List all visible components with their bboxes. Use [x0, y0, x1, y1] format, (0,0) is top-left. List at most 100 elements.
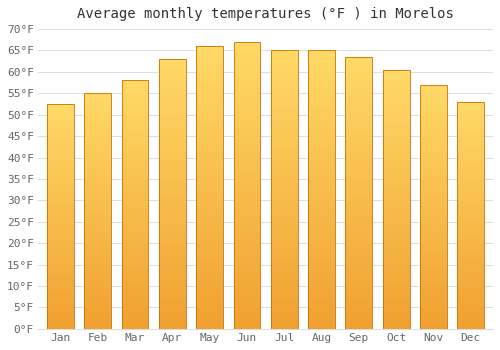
Bar	[458, 195, 484, 196]
Bar	[234, 267, 260, 268]
Bar	[420, 237, 447, 239]
Bar	[308, 311, 335, 312]
Bar	[346, 148, 372, 149]
Bar	[196, 299, 223, 301]
Bar	[271, 252, 297, 254]
Bar	[234, 89, 260, 91]
Bar	[420, 226, 447, 228]
Bar	[420, 222, 447, 223]
Bar	[234, 319, 260, 320]
Bar	[420, 191, 447, 192]
Bar	[84, 296, 111, 297]
Bar	[234, 300, 260, 302]
Bar	[234, 85, 260, 86]
Bar	[458, 118, 484, 119]
Bar	[234, 63, 260, 65]
Bar	[47, 259, 74, 260]
Bar	[382, 156, 409, 158]
Bar	[382, 160, 409, 162]
Bar	[346, 248, 372, 250]
Bar	[458, 119, 484, 120]
Bar	[234, 96, 260, 98]
Bar	[196, 80, 223, 82]
Bar	[196, 63, 223, 64]
Bar	[47, 299, 74, 300]
Bar	[346, 140, 372, 141]
Bar	[271, 91, 297, 92]
Bar	[234, 101, 260, 102]
Bar	[196, 52, 223, 53]
Bar	[308, 272, 335, 273]
Bar	[458, 122, 484, 124]
Bar	[47, 169, 74, 170]
Bar	[382, 284, 409, 285]
Bar	[196, 216, 223, 217]
Bar	[122, 258, 148, 259]
Bar	[382, 234, 409, 236]
Bar	[308, 127, 335, 128]
Bar	[271, 202, 297, 204]
Bar	[382, 302, 409, 303]
Bar	[458, 313, 484, 314]
Bar	[382, 193, 409, 194]
Bar	[420, 270, 447, 272]
Bar	[420, 290, 447, 291]
Bar	[308, 190, 335, 191]
Bar	[234, 240, 260, 242]
Bar	[159, 217, 186, 218]
Bar	[382, 247, 409, 248]
Bar	[458, 294, 484, 295]
Bar	[346, 110, 372, 111]
Bar	[234, 276, 260, 277]
Bar	[84, 113, 111, 114]
Bar	[271, 321, 297, 322]
Bar	[458, 232, 484, 233]
Bar	[458, 326, 484, 327]
Bar	[346, 235, 372, 236]
Bar	[159, 243, 186, 244]
Bar	[159, 302, 186, 303]
Bar	[382, 153, 409, 154]
Bar	[196, 217, 223, 219]
Bar	[159, 102, 186, 104]
Bar	[346, 269, 372, 271]
Bar	[308, 191, 335, 193]
Bar	[159, 89, 186, 90]
Bar	[271, 230, 297, 231]
Bar	[159, 219, 186, 221]
Bar	[458, 111, 484, 112]
Bar	[382, 236, 409, 237]
Bar	[382, 199, 409, 201]
Bar	[234, 208, 260, 210]
Bar	[234, 327, 260, 329]
Bar	[84, 247, 111, 249]
Bar	[234, 316, 260, 317]
Bar	[458, 128, 484, 129]
Bar	[196, 309, 223, 310]
Bar	[47, 256, 74, 257]
Bar	[84, 304, 111, 305]
Bar	[122, 277, 148, 278]
Bar	[47, 148, 74, 149]
Bar	[122, 203, 148, 205]
Bar	[47, 182, 74, 183]
Bar	[84, 301, 111, 302]
Bar	[458, 199, 484, 201]
Bar	[308, 309, 335, 311]
Bar	[346, 236, 372, 238]
Bar	[84, 214, 111, 215]
Bar	[271, 259, 297, 261]
Bar	[420, 113, 447, 114]
Bar	[47, 140, 74, 141]
Bar	[458, 173, 484, 175]
Bar	[122, 113, 148, 114]
Bar	[420, 327, 447, 328]
Bar	[84, 256, 111, 257]
Bar	[84, 191, 111, 192]
Bar	[458, 214, 484, 215]
Bar	[47, 294, 74, 295]
Bar	[308, 199, 335, 201]
Bar	[458, 191, 484, 193]
Bar	[84, 291, 111, 292]
Bar	[159, 63, 186, 64]
